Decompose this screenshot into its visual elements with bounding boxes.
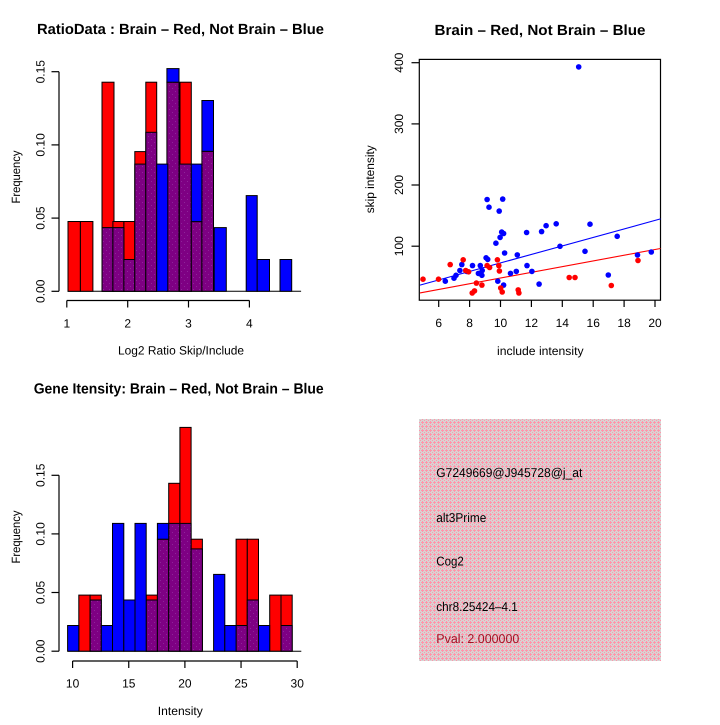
svg-text:16: 16 [587, 316, 601, 330]
svg-text:Frequency: Frequency [9, 151, 23, 204]
svg-text:10: 10 [494, 316, 508, 330]
svg-text:18: 18 [617, 316, 631, 330]
svg-text:Brain – Red, Not Brain – Blue: Brain – Red, Not Brain – Blue [435, 23, 646, 39]
svg-text:skip intensity: skip intensity [363, 145, 377, 213]
svg-text:Log2 Ratio Skip/Include: Log2 Ratio Skip/Include [118, 344, 244, 358]
svg-text:Frequency: Frequency [9, 511, 23, 564]
svg-text:100: 100 [392, 236, 406, 256]
svg-text:20: 20 [648, 316, 662, 330]
svg-text:3: 3 [185, 317, 192, 331]
svg-text:Intensity: Intensity [158, 704, 203, 718]
svg-text:8: 8 [466, 316, 473, 330]
svg-text:1: 1 [63, 317, 70, 331]
svg-text:Cog2: Cog2 [436, 554, 464, 569]
svg-text:chr8.25424–4.1: chr8.25424–4.1 [436, 599, 518, 614]
svg-text:RatioData : Brain – Red, Not B: RatioData : Brain – Red, Not Brain – Blu… [37, 22, 324, 38]
svg-text:30: 30 [291, 677, 305, 691]
svg-text:G7249669@J945728@j_at: G7249669@J945728@j_at [436, 465, 582, 480]
svg-text:200: 200 [392, 175, 406, 195]
svg-text:20: 20 [178, 677, 192, 691]
svg-text:include intensity: include intensity [497, 344, 584, 358]
svg-text:2: 2 [124, 317, 131, 331]
svg-text:300: 300 [392, 114, 406, 134]
svg-text:Pval: 2.000000: Pval: 2.000000 [436, 631, 519, 646]
svg-text:15: 15 [122, 677, 136, 691]
svg-text:25: 25 [234, 677, 248, 691]
svg-text:0.10: 0.10 [34, 133, 48, 157]
svg-text:0.15: 0.15 [34, 463, 48, 487]
svg-text:10: 10 [66, 677, 80, 691]
svg-text:alt3Prime: alt3Prime [436, 510, 486, 525]
svg-text:14: 14 [556, 316, 570, 330]
svg-text:Gene Itensity: Brain – Red, No: Gene Itensity: Brain – Red, Not Brain – … [34, 382, 324, 398]
svg-text:0.05: 0.05 [34, 580, 48, 604]
svg-text:400: 400 [392, 52, 406, 72]
svg-text:0.15: 0.15 [34, 60, 48, 84]
svg-text:0.00: 0.00 [34, 639, 48, 663]
svg-text:6: 6 [435, 316, 442, 330]
svg-text:0.10: 0.10 [34, 522, 48, 546]
svg-text:0.05: 0.05 [34, 206, 48, 230]
svg-text:0.00: 0.00 [34, 279, 48, 303]
svg-text:12: 12 [525, 316, 539, 330]
svg-text:4: 4 [246, 317, 253, 331]
